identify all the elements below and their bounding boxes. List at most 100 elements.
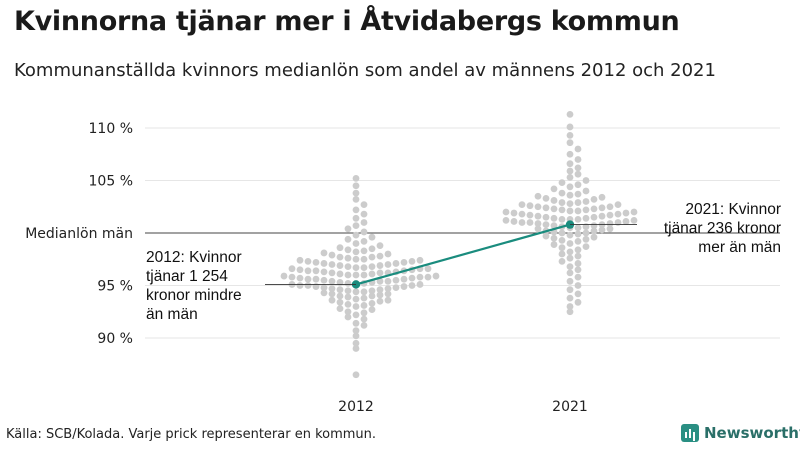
data-point-2021 (582, 229, 590, 237)
data-point-2021 (598, 212, 606, 220)
data-point-2021 (550, 214, 558, 222)
data-point-2021 (582, 206, 590, 214)
data-point-2012 (360, 294, 368, 302)
data-point-2012 (424, 265, 432, 273)
data-point-2021 (574, 298, 582, 306)
data-point-2012 (288, 265, 296, 273)
data-points (280, 110, 638, 379)
data-point-2012 (352, 311, 360, 319)
data-point-2012 (352, 175, 360, 182)
data-point-2021 (534, 192, 542, 200)
data-point-2012 (360, 247, 368, 255)
y-tick-label: 110 % (89, 121, 133, 137)
data-point-2021 (566, 160, 574, 168)
data-point-2012 (352, 222, 360, 230)
data-point-2012 (416, 273, 424, 281)
y-axis-tick-labels: 110 % 105 % Medianlön män 95 % 90 % (25, 121, 133, 347)
data-point-2012 (368, 292, 376, 300)
data-point-2012 (328, 290, 336, 298)
data-point-2012 (312, 259, 320, 266)
data-point-2021 (526, 219, 534, 226)
y-tick-label: 95 % (97, 279, 133, 295)
data-point-2012 (288, 273, 296, 281)
annotation-2012: 2012: Kvinnor tjänar 1 254 kronor mindre än… (146, 249, 242, 323)
data-point-2012 (352, 371, 360, 379)
data-point-2021 (502, 217, 510, 224)
data-point-2021 (574, 181, 582, 189)
data-point-2021 (606, 211, 614, 219)
newsworthy-logo-icon (681, 424, 699, 442)
data-point-2021 (574, 260, 582, 267)
data-point-2021 (574, 215, 582, 223)
data-point-2021 (574, 290, 582, 298)
data-point-2021 (534, 225, 542, 233)
data-point-2021 (566, 248, 574, 256)
data-point-2021 (542, 232, 550, 240)
data-point-2012 (424, 273, 432, 281)
data-point-2021 (518, 201, 526, 209)
data-point-2021 (622, 209, 630, 217)
data-point-2012 (320, 268, 328, 276)
data-point-2021 (502, 208, 510, 216)
data-point-2021 (550, 205, 558, 213)
data-point-2021 (542, 221, 550, 229)
data-point-2021 (566, 131, 574, 139)
data-point-2021 (574, 207, 582, 215)
data-point-2021 (566, 294, 574, 302)
data-point-2012 (344, 225, 352, 233)
data-point-2012 (328, 285, 336, 293)
data-point-2021 (614, 201, 622, 209)
data-point-2021 (582, 235, 590, 243)
data-point-2012 (320, 284, 328, 291)
data-point-2012 (320, 249, 328, 257)
data-point-2021 (510, 218, 518, 225)
data-point-2012 (368, 270, 376, 278)
data-point-2021 (566, 110, 574, 118)
data-point-2012 (312, 275, 320, 283)
data-point-2012 (304, 257, 312, 265)
data-point-2012 (328, 269, 336, 277)
data-point-2012 (336, 292, 344, 300)
data-point-2021 (558, 179, 566, 187)
data-point-2012 (352, 303, 360, 310)
data-point-2012 (360, 219, 368, 226)
data-point-2012 (376, 262, 384, 269)
data-point-2012 (376, 269, 384, 277)
data-point-2021 (566, 167, 574, 175)
data-point-2012 (432, 272, 440, 280)
data-point-2012 (352, 271, 360, 279)
data-point-2021 (566, 254, 574, 262)
data-point-2012 (336, 286, 344, 294)
data-point-2021 (574, 230, 582, 238)
data-point-2012 (352, 339, 360, 347)
data-point-2012 (376, 297, 384, 305)
data-point-2021 (542, 204, 550, 212)
x-tick-label: 2012 (338, 399, 374, 415)
data-point-2012 (360, 228, 368, 236)
data-point-2012 (416, 256, 424, 264)
data-point-2021 (566, 123, 574, 131)
data-point-2012 (368, 287, 376, 295)
data-point-2021 (566, 150, 574, 158)
data-point-2021 (558, 206, 566, 214)
data-point-2021 (582, 177, 590, 184)
data-point-2012 (352, 182, 360, 190)
data-point-2021 (582, 187, 590, 195)
data-point-2012 (352, 248, 360, 256)
data-point-2021 (518, 210, 526, 218)
data-point-2012 (352, 288, 360, 296)
data-point-2021 (630, 208, 638, 216)
data-point-2021 (590, 205, 598, 213)
data-point-2012 (280, 272, 288, 280)
data-point-2012 (328, 277, 336, 285)
data-point-2012 (384, 296, 392, 304)
data-point-2021 (566, 240, 574, 247)
data-point-2012 (344, 301, 352, 308)
data-point-2012 (408, 282, 416, 289)
data-point-2012 (368, 306, 376, 314)
data-point-2021 (606, 203, 614, 211)
data-point-2012 (328, 296, 336, 304)
data-point-2012 (368, 263, 376, 270)
data-point-2012 (336, 298, 344, 306)
